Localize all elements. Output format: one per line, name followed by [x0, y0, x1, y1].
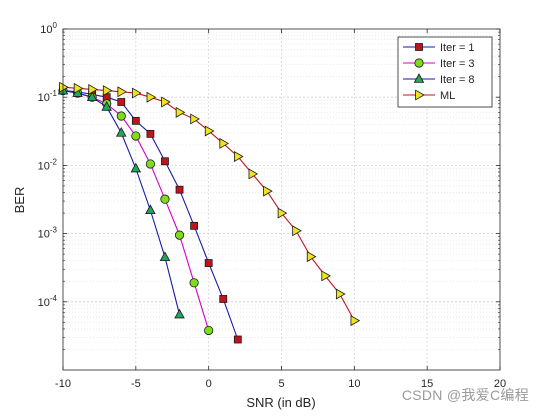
data-point-triangle-right-marker — [263, 185, 273, 197]
y-tick-label: 10-4 — [38, 294, 58, 309]
data-point-triangle-marker — [413, 73, 425, 83]
data-point-triangle-right-marker — [415, 89, 425, 101]
data-point-square-marker — [415, 43, 423, 51]
legend: Iter = 1 Iter = 3 Iter = 8 ML — [397, 36, 493, 108]
data-point-triangle-marker — [145, 204, 156, 215]
data-point-triangle-right-marker — [321, 270, 332, 282]
data-point-triangle-right-marker — [88, 83, 98, 95]
data-point-triangle-marker — [101, 101, 112, 111]
data-point-circle-marker — [174, 230, 185, 240]
data-point-square-marker — [175, 185, 184, 194]
legend-label: Iter = 1 — [440, 42, 475, 54]
data-point-triangle-right-marker — [335, 288, 346, 300]
x-tick-label: -5 — [131, 378, 141, 390]
data-point-circle-marker — [145, 159, 155, 169]
data-point-triangle-right-marker — [132, 87, 142, 99]
series-group — [57, 81, 361, 344]
y-tick-label: 100 — [40, 21, 57, 36]
data-point-square-marker — [146, 129, 155, 138]
data-point-triangle-right-marker — [233, 151, 244, 163]
data-point-triangle-right-marker — [306, 251, 317, 263]
legend-item: ML — [403, 89, 455, 102]
data-point-square-marker — [161, 157, 169, 166]
data-point-circle-marker — [160, 194, 170, 204]
data-point-square-marker — [204, 259, 213, 267]
legend-label: Iter = 8 — [440, 74, 475, 86]
data-point-circle-marker — [204, 325, 214, 336]
data-point-triangle-right-marker — [117, 86, 128, 98]
data-point-circle-marker — [414, 58, 424, 68]
data-point-triangle-right-marker — [277, 207, 288, 219]
data-point-triangle-right-marker — [204, 125, 215, 137]
y-tick-label: 10-3 — [38, 226, 58, 241]
x-tick-label: 20 — [494, 378, 506, 390]
legend-item: Iter = 1 — [403, 42, 475, 54]
data-point-triangle-right-marker — [350, 315, 361, 327]
legend-item: Iter = 3 — [403, 58, 475, 70]
legend-label: ML — [440, 90, 455, 102]
data-point-triangle-right-marker — [175, 106, 186, 118]
x-tick-label: 10 — [348, 378, 360, 390]
data-point-triangle-right-marker — [102, 85, 113, 97]
grid — [63, 29, 500, 370]
watermark-text: CSDN @我爱C编程 — [401, 387, 529, 403]
legend-label: Iter = 3 — [440, 58, 475, 70]
data-point-triangle-right-marker — [161, 96, 171, 108]
data-point-triangle-right-marker — [190, 113, 200, 125]
data-point-circle-marker — [189, 278, 199, 288]
y-tick-label: 10-1 — [38, 89, 58, 104]
data-point-triangle-right-marker — [248, 168, 259, 180]
ticks: -10 -5 0 5 10 15 20 100 10-1 10-2 10-3 10-4 — [38, 21, 507, 390]
data-point-circle-marker — [116, 111, 126, 121]
x-axis-label: SNR (in dB) — [246, 395, 315, 410]
x-tick-label: -10 — [55, 378, 71, 390]
data-point-triangle-marker — [86, 91, 98, 101]
data-point-triangle-right-marker — [73, 82, 84, 94]
series-ml — [59, 81, 361, 327]
data-point-square-marker — [219, 295, 228, 303]
data-point-triangle-right-marker — [219, 137, 230, 149]
data-point-square-marker — [131, 116, 140, 125]
data-point-square-marker — [233, 335, 242, 344]
legend-item: Iter = 8 — [403, 73, 475, 86]
data-point-circle-marker — [131, 131, 141, 141]
x-tick-label: 5 — [278, 378, 284, 390]
data-point-triangle-marker — [130, 162, 142, 173]
data-point-triangle-right-marker — [59, 81, 69, 93]
data-point-triangle-marker — [174, 308, 185, 319]
data-point-square-marker — [117, 98, 126, 106]
data-point-triangle-right-marker — [146, 91, 157, 103]
data-point-triangle-marker — [159, 251, 171, 262]
data-point-triangle-marker — [115, 127, 127, 137]
y-tick-label: 10-2 — [38, 157, 58, 172]
y-axis-label: BER — [12, 187, 27, 214]
data-point-square-marker — [190, 221, 199, 230]
data-point-triangle-right-marker — [292, 225, 302, 237]
x-tick-label: 0 — [206, 378, 212, 390]
x-tick-label: 15 — [421, 378, 433, 390]
